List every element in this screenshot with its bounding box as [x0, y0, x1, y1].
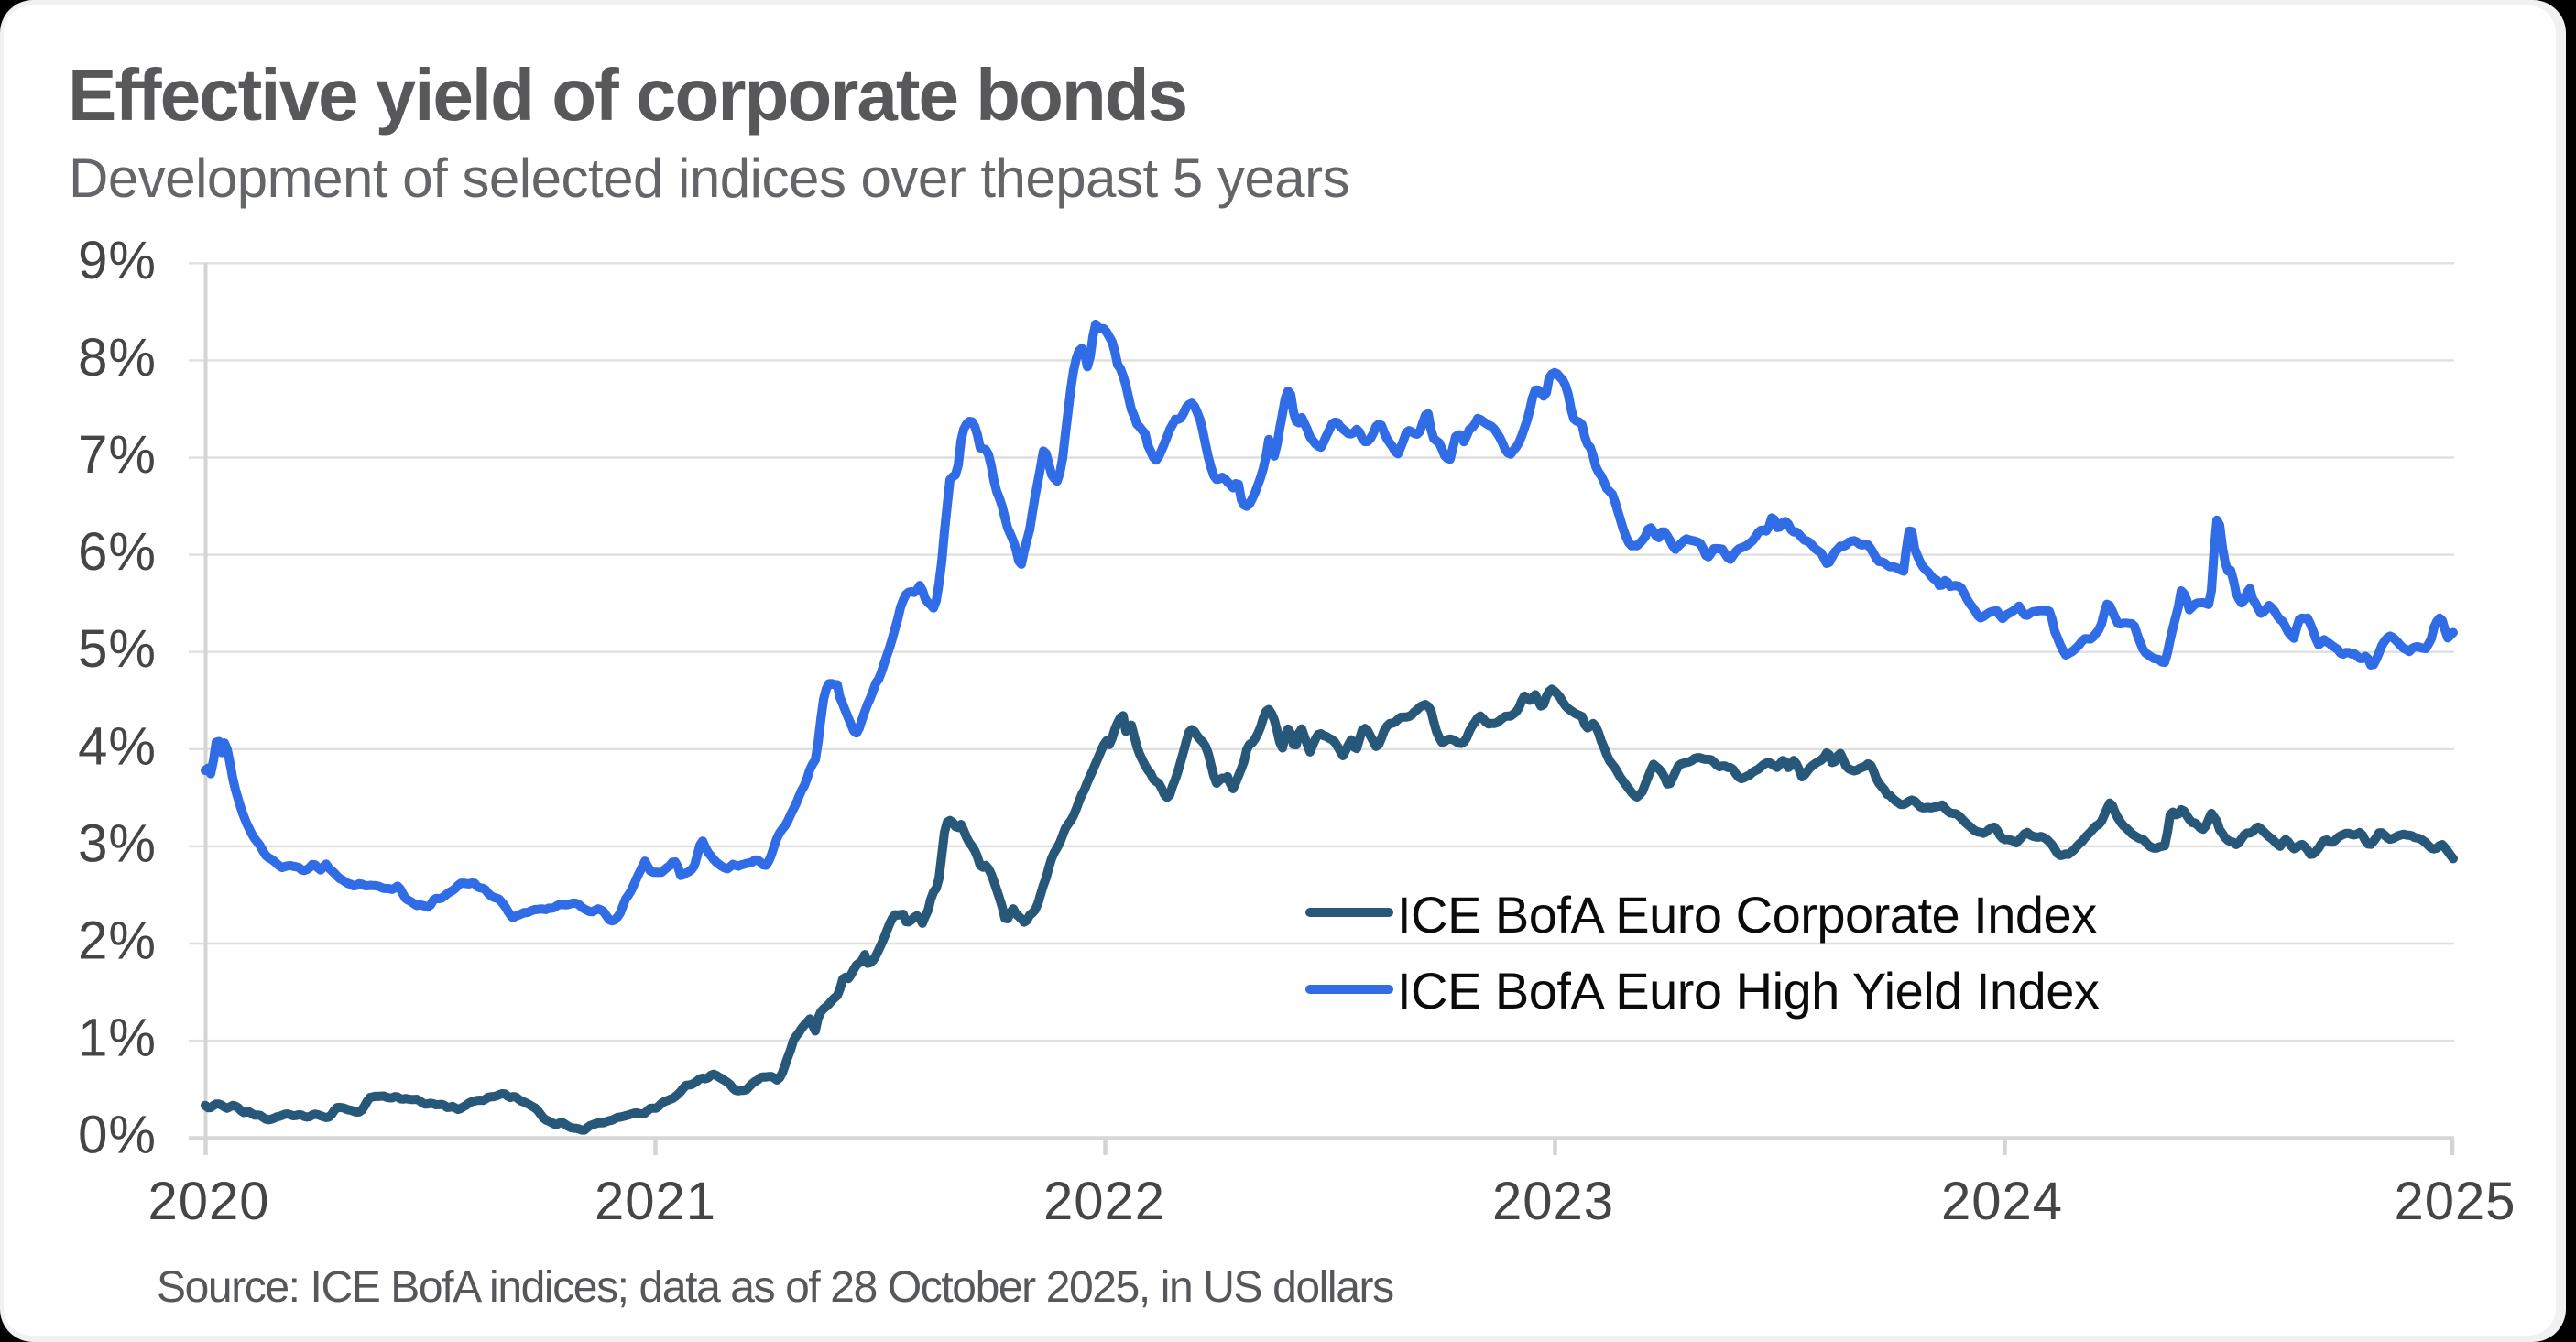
svg-text:Development of selected indice: Development of selected indices over the…: [69, 147, 1349, 209]
svg-text:6%: 6%: [78, 522, 157, 582]
svg-text:5%: 5%: [78, 619, 157, 679]
svg-text:2%: 2%: [78, 911, 157, 971]
svg-text:2023: 2023: [1492, 1172, 1614, 1231]
svg-text:2020: 2020: [147, 1172, 269, 1231]
svg-text:ICE BofA Euro High Yield Index: ICE BofA Euro High Yield Index: [1397, 962, 2100, 1020]
svg-text:2025: 2025: [2394, 1172, 2516, 1231]
svg-text:7%: 7%: [78, 425, 157, 485]
svg-text:ICE BofA Euro Corporate Index: ICE BofA Euro Corporate Index: [1397, 886, 2097, 944]
svg-text:9%: 9%: [78, 231, 157, 290]
svg-text:Source: ICE BofA indices; data: Source: ICE BofA indices; data as of 28 …: [157, 1263, 1393, 1312]
svg-text:3%: 3%: [78, 813, 157, 873]
svg-text:2022: 2022: [1043, 1172, 1165, 1231]
svg-text:8%: 8%: [78, 328, 157, 387]
svg-text:2021: 2021: [595, 1172, 716, 1231]
svg-text:4%: 4%: [78, 716, 157, 776]
svg-text:0%: 0%: [78, 1106, 157, 1165]
svg-text:Effective yield of corporate b: Effective yield of corporate bonds: [68, 54, 1186, 136]
svg-text:2024: 2024: [1941, 1172, 2063, 1231]
svg-text:1%: 1%: [78, 1009, 157, 1068]
